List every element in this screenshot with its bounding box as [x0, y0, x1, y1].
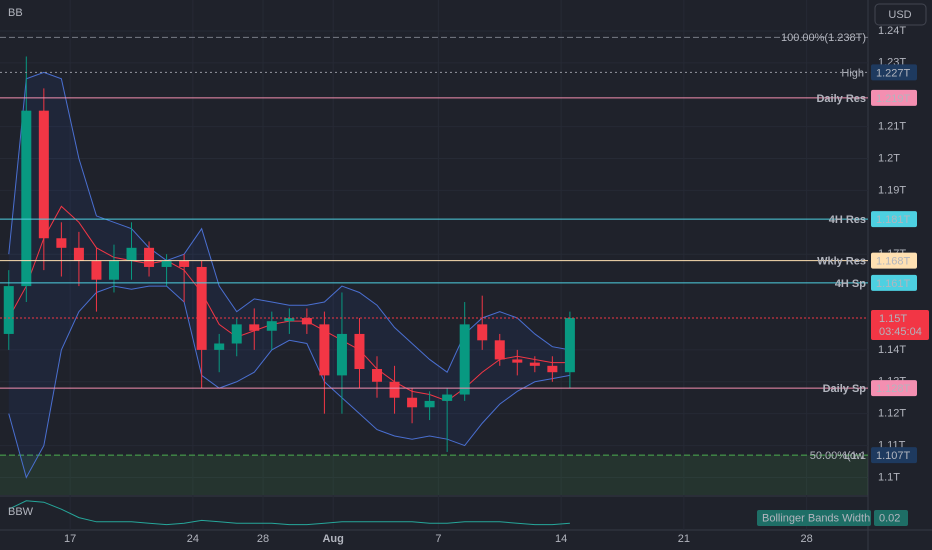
- fib-label: 50.00%(1.1: [810, 450, 866, 462]
- candle-body: [529, 362, 540, 366]
- level-price: 1.161T: [876, 278, 911, 290]
- candle-body: [372, 369, 383, 382]
- candle-body: [73, 247, 84, 261]
- bollinger-lower: [8, 285, 570, 479]
- countdown: 03:45:04: [879, 326, 922, 338]
- band-fill: [8, 72, 570, 478]
- level-box: [871, 64, 917, 81]
- x-tick-label: 7: [435, 533, 441, 545]
- level-box: [871, 211, 917, 228]
- candle-body: [144, 247, 155, 267]
- candle-body: [161, 260, 172, 267]
- level-box: [871, 447, 917, 464]
- bbw-value: 0.02: [879, 512, 900, 524]
- candle-body: [564, 317, 575, 373]
- level-name: Wkly Res: [817, 255, 866, 267]
- candle-body: [336, 333, 347, 376]
- candle-body: [284, 317, 295, 322]
- candle-body: [91, 260, 102, 280]
- x-tick-label: 17: [64, 533, 76, 545]
- fib-label: 100.00%(1.238T): [781, 32, 866, 44]
- level-name: High: [841, 67, 864, 79]
- candle-body: [196, 266, 207, 350]
- bbw-line: [8, 500, 570, 526]
- level-price: 1.168T: [876, 255, 911, 267]
- candle-body: [424, 400, 435, 408]
- x-tick-label: 21: [678, 533, 690, 545]
- candle-body: [354, 333, 365, 370]
- currency-box[interactable]: [874, 3, 927, 26]
- candle-body: [21, 110, 32, 287]
- level-name: Low: [844, 450, 864, 462]
- candle-body: [214, 343, 225, 350]
- level-name: 4H Res: [829, 214, 866, 226]
- candle-body: [407, 397, 418, 408]
- candle-body: [547, 365, 558, 373]
- last-price-label: 1.15T: [879, 313, 907, 325]
- level-price: 1.227T: [876, 67, 911, 79]
- candle-body: [459, 324, 470, 395]
- candle-body: [494, 340, 505, 360]
- candle-body: [38, 110, 49, 239]
- level-name: 4H Sp: [835, 278, 866, 290]
- y-tick-label: 1.19T: [878, 184, 906, 196]
- bbw-label-box: [757, 510, 871, 526]
- x-tick-label: 28: [257, 533, 269, 545]
- x-tick-label: 24: [187, 533, 199, 545]
- candle-body: [389, 381, 400, 398]
- candle-body: [442, 394, 453, 401]
- y-tick-label: 1.21T: [878, 121, 906, 133]
- candle-body: [3, 286, 14, 334]
- candle-body: [126, 247, 137, 261]
- candle-body: [319, 324, 330, 376]
- level-box: [871, 380, 917, 397]
- x-tick-label: Aug: [322, 533, 343, 545]
- level-box: [871, 89, 917, 106]
- level-box: [871, 252, 917, 269]
- level-price: 1.181T: [876, 214, 911, 226]
- candle-body: [108, 260, 119, 280]
- level-price: 1.219T: [876, 93, 911, 105]
- y-tick-label: 1.1T: [878, 471, 900, 483]
- last-price-box: [871, 309, 929, 340]
- bbw-label: Bollinger Bands Width: [762, 512, 870, 524]
- y-tick-label: 1.24T: [878, 25, 906, 37]
- y-tick-label: 1.14T: [878, 344, 906, 356]
- bbw-value-box: [874, 510, 908, 526]
- y-tick-label: 1.12T: [878, 408, 906, 420]
- bbw-name: BBW: [8, 506, 34, 518]
- candle-body: [249, 324, 260, 331]
- level-price: 1.107T: [876, 450, 911, 462]
- indicator-name: BB: [8, 7, 23, 19]
- x-tick-label: 14: [555, 533, 567, 545]
- candle-body: [512, 359, 523, 363]
- candle-body: [56, 238, 67, 248]
- candle-body: [179, 260, 190, 267]
- candle-body: [477, 324, 488, 341]
- x-tick-label: 28: [801, 533, 813, 545]
- level-price: 1.128T: [876, 383, 911, 395]
- fib-zone: [0, 455, 868, 495]
- level-box: [871, 274, 917, 291]
- level-name: Daily Res: [816, 93, 866, 105]
- y-tick-label: 1.2T: [878, 152, 900, 164]
- level-name: Daily Sp: [823, 383, 867, 395]
- bollinger-upper: [8, 71, 570, 373]
- candle-body: [231, 324, 242, 344]
- candle-body: [301, 317, 312, 325]
- candle-body: [266, 321, 277, 331]
- currency: USD: [888, 9, 911, 21]
